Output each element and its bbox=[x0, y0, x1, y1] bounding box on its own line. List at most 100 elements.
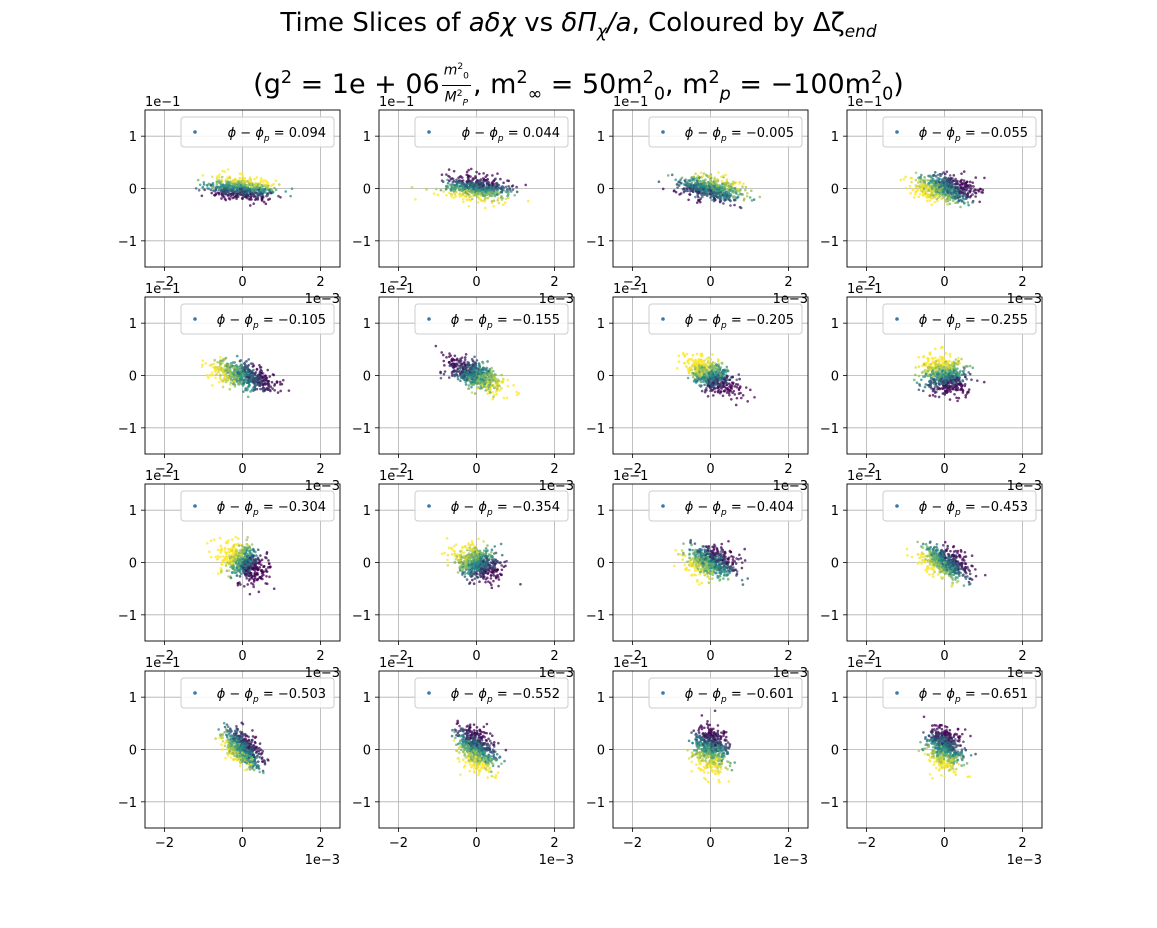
scatter-point bbox=[733, 393, 737, 396]
scatter-point bbox=[232, 192, 235, 195]
scatter-point bbox=[486, 360, 489, 363]
scatter-point bbox=[460, 356, 464, 359]
scatter-point bbox=[974, 176, 978, 179]
scatter-point bbox=[738, 190, 741, 193]
scatter-point bbox=[253, 377, 256, 381]
x-tick-label: 2 bbox=[784, 275, 792, 290]
scatter-point bbox=[695, 380, 699, 383]
scatter-point bbox=[731, 195, 735, 199]
scatter-point bbox=[953, 374, 957, 378]
scatter-point bbox=[231, 178, 235, 182]
scatter-point bbox=[488, 194, 492, 198]
x-tick-label: −2 bbox=[623, 462, 642, 477]
scatter-point bbox=[235, 195, 238, 198]
scatter-point bbox=[917, 356, 920, 359]
scatter-point bbox=[227, 177, 230, 181]
scatter-point bbox=[704, 370, 708, 373]
scatter-point bbox=[920, 378, 923, 382]
scatter-point bbox=[264, 387, 267, 391]
scatter-point bbox=[929, 363, 933, 367]
scatter-point bbox=[214, 186, 218, 190]
scatter-point bbox=[498, 384, 501, 388]
scatter-point bbox=[930, 196, 933, 200]
scatter-point bbox=[507, 185, 511, 188]
scatter-point bbox=[937, 360, 941, 363]
scatter-point bbox=[463, 378, 467, 381]
scatter-point bbox=[701, 174, 705, 178]
scatter-point bbox=[219, 359, 222, 362]
scatter-point bbox=[946, 387, 950, 391]
x-tick-label: 0 bbox=[472, 462, 480, 477]
scatter-point bbox=[714, 372, 718, 376]
scatter-point bbox=[699, 352, 703, 356]
scatter-point bbox=[983, 176, 986, 180]
scatter-point bbox=[931, 393, 935, 397]
scatter-point bbox=[704, 188, 708, 192]
scatter-point bbox=[723, 198, 727, 202]
scatter-point bbox=[241, 384, 245, 387]
scatter-point bbox=[496, 199, 499, 202]
legend-marker bbox=[661, 317, 665, 321]
scatter-point bbox=[940, 180, 943, 183]
scatter-point bbox=[205, 373, 209, 377]
legend-label: ϕ − ϕp = −0.155 bbox=[451, 313, 560, 331]
scatter-point bbox=[942, 363, 945, 366]
scatter-point bbox=[696, 174, 700, 178]
scatter-point bbox=[251, 362, 255, 366]
scatter-point bbox=[939, 346, 943, 350]
scatter-point bbox=[719, 198, 722, 202]
scatter-point bbox=[459, 361, 462, 365]
scatter-point bbox=[497, 196, 500, 200]
scatter-point bbox=[931, 374, 935, 378]
scatter-point bbox=[972, 185, 975, 188]
scatter-point bbox=[235, 380, 239, 383]
y-offset-label: 1e−1 bbox=[145, 95, 180, 110]
scatter-point bbox=[448, 352, 451, 355]
scatter-point bbox=[211, 186, 214, 189]
scatter-point bbox=[966, 191, 970, 194]
scatter-point bbox=[224, 193, 228, 196]
scatter-point bbox=[741, 185, 744, 188]
scatter-point bbox=[677, 354, 681, 357]
scatter-point bbox=[491, 174, 494, 177]
scatter-point bbox=[694, 361, 698, 364]
scatter-point bbox=[694, 172, 697, 176]
scatter-point bbox=[929, 174, 932, 178]
scatter-point bbox=[708, 368, 711, 372]
y-tick-label: 0 bbox=[129, 370, 137, 385]
scatter-point bbox=[269, 191, 273, 195]
scatter-point bbox=[219, 373, 222, 377]
scatter-point bbox=[458, 192, 462, 195]
scatter-point bbox=[691, 177, 695, 181]
scatter-point bbox=[960, 373, 964, 377]
scatter-point bbox=[238, 172, 242, 175]
x-tick-label: 0 bbox=[940, 462, 948, 477]
scatter-point bbox=[447, 376, 451, 379]
scatter-point bbox=[201, 359, 204, 362]
scatter-point bbox=[211, 373, 215, 377]
scatter-point bbox=[692, 183, 696, 187]
scatter-point bbox=[231, 196, 235, 200]
scatter-point bbox=[237, 382, 240, 386]
scatter-point bbox=[713, 194, 716, 198]
scatter-point bbox=[447, 174, 450, 178]
scatter-point bbox=[666, 174, 670, 177]
legend-label: ϕ − ϕp = −0.005 bbox=[685, 126, 794, 144]
scatter-point bbox=[258, 375, 261, 379]
scatter-point bbox=[502, 203, 505, 206]
scatter-point bbox=[506, 194, 509, 198]
scatter-point bbox=[259, 179, 263, 182]
legend-box bbox=[414, 116, 569, 148]
scatter-point bbox=[211, 175, 214, 178]
scatter-point bbox=[515, 185, 518, 189]
scatter-point bbox=[938, 362, 941, 366]
scatter-point bbox=[936, 173, 940, 177]
y-tick-label: 1 bbox=[363, 317, 371, 332]
scatter-point bbox=[965, 188, 968, 192]
x-tick-label: 0 bbox=[706, 275, 714, 290]
scatter-point bbox=[290, 187, 294, 190]
scatter-point bbox=[922, 363, 926, 366]
scatter-point bbox=[472, 369, 476, 373]
scatter-point bbox=[442, 359, 446, 363]
scatter-point bbox=[500, 387, 503, 390]
